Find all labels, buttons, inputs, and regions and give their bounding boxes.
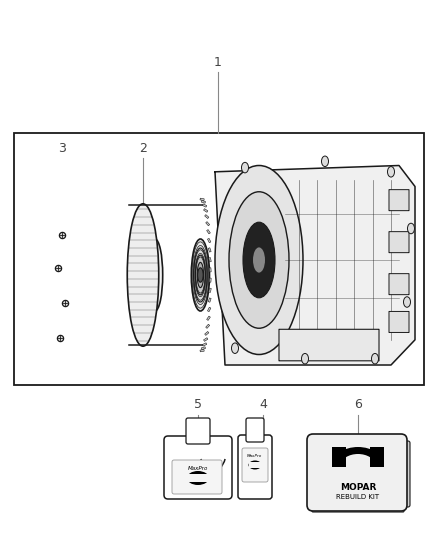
FancyBboxPatch shape	[307, 434, 407, 511]
FancyBboxPatch shape	[279, 329, 379, 361]
Bar	[208, 248, 211, 252]
Bar	[14, 133, 424, 385]
Ellipse shape	[253, 247, 265, 272]
Ellipse shape	[147, 239, 162, 311]
FancyBboxPatch shape	[164, 436, 232, 499]
FancyBboxPatch shape	[246, 418, 264, 442]
Ellipse shape	[371, 353, 378, 364]
FancyBboxPatch shape	[187, 474, 209, 482]
Ellipse shape	[388, 166, 395, 177]
Bar	[207, 316, 210, 320]
FancyBboxPatch shape	[398, 441, 410, 507]
Bar	[208, 238, 211, 243]
Text: MaxPro: MaxPro	[188, 465, 208, 471]
Bar	[201, 347, 205, 350]
Ellipse shape	[403, 297, 410, 307]
Ellipse shape	[127, 204, 159, 346]
Text: 4: 4	[259, 399, 267, 411]
Ellipse shape	[251, 463, 259, 467]
Ellipse shape	[215, 166, 303, 354]
Bar	[208, 308, 211, 312]
Bar	[209, 257, 211, 262]
Bar	[201, 200, 205, 203]
Ellipse shape	[191, 474, 205, 482]
Bar	[200, 350, 204, 352]
Ellipse shape	[341, 454, 375, 476]
Text: MaxPro: MaxPro	[247, 454, 263, 458]
Ellipse shape	[191, 239, 209, 311]
Bar	[202, 343, 207, 346]
Text: 6: 6	[354, 399, 362, 411]
Ellipse shape	[229, 192, 289, 328]
Bar	[200, 198, 204, 200]
Ellipse shape	[187, 471, 209, 485]
Text: MOPAR: MOPAR	[340, 482, 376, 491]
Ellipse shape	[198, 268, 203, 282]
Bar	[204, 208, 208, 212]
Bar	[202, 204, 207, 207]
FancyBboxPatch shape	[242, 448, 268, 482]
Ellipse shape	[301, 353, 308, 364]
FancyBboxPatch shape	[172, 460, 222, 494]
FancyBboxPatch shape	[389, 232, 409, 253]
FancyBboxPatch shape	[389, 190, 409, 211]
Ellipse shape	[321, 156, 328, 166]
Text: 1: 1	[214, 55, 222, 69]
FancyBboxPatch shape	[238, 435, 272, 499]
Bar	[209, 278, 211, 282]
FancyBboxPatch shape	[312, 502, 404, 512]
Text: REBUILD KIT: REBUILD KIT	[336, 494, 380, 500]
Ellipse shape	[199, 269, 202, 281]
Text: 5: 5	[194, 399, 202, 411]
Bar	[207, 230, 210, 234]
Polygon shape	[215, 166, 415, 365]
Bar	[206, 222, 210, 226]
Ellipse shape	[243, 222, 275, 298]
Ellipse shape	[195, 255, 205, 295]
FancyBboxPatch shape	[332, 463, 384, 485]
Bar	[209, 268, 211, 272]
FancyBboxPatch shape	[389, 273, 409, 295]
Bar	[204, 338, 208, 341]
Ellipse shape	[332, 447, 384, 483]
Ellipse shape	[232, 343, 239, 353]
FancyBboxPatch shape	[389, 311, 409, 333]
FancyBboxPatch shape	[370, 447, 384, 467]
Ellipse shape	[248, 461, 261, 470]
FancyBboxPatch shape	[332, 447, 346, 467]
Bar	[208, 298, 211, 302]
Text: 2: 2	[139, 141, 147, 155]
Bar	[205, 332, 209, 335]
Bar	[206, 324, 210, 328]
Ellipse shape	[241, 163, 248, 173]
Ellipse shape	[197, 262, 204, 288]
Ellipse shape	[407, 223, 414, 234]
Text: 3: 3	[58, 141, 66, 155]
Bar	[209, 288, 211, 293]
FancyBboxPatch shape	[186, 418, 210, 444]
FancyBboxPatch shape	[248, 462, 261, 468]
Ellipse shape	[194, 248, 207, 302]
Bar	[205, 215, 209, 219]
